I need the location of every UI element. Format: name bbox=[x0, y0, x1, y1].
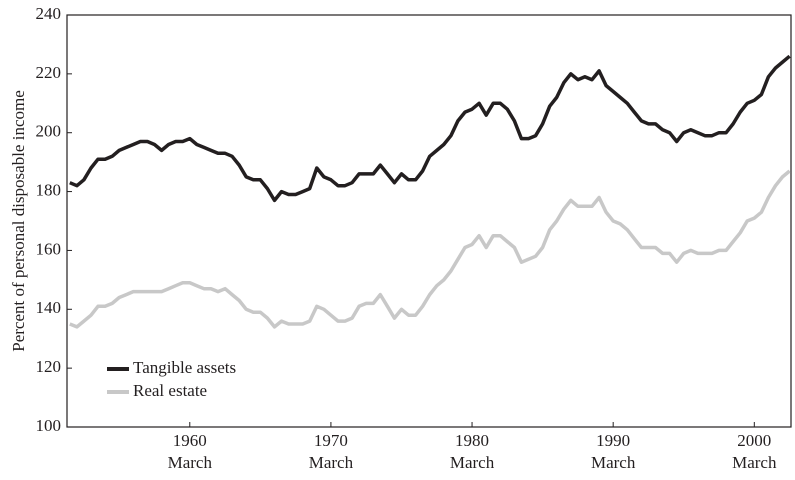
y-tick-label: 180 bbox=[36, 180, 62, 199]
y-tick-label: 160 bbox=[36, 239, 62, 258]
series-line bbox=[69, 169, 791, 329]
legend-label: Tangible assets bbox=[133, 358, 236, 377]
legend-label: Real estate bbox=[133, 381, 207, 400]
plot-frame bbox=[66, 14, 792, 428]
series-line bbox=[69, 54, 791, 203]
y-tick-label: 220 bbox=[36, 63, 62, 82]
y-tick-label: 100 bbox=[36, 416, 62, 435]
x-tick-sublabel: March bbox=[309, 453, 354, 472]
x-tick-sublabel: March bbox=[732, 453, 777, 472]
x-tick-sublabel: March bbox=[450, 453, 495, 472]
y-tick-label: 140 bbox=[36, 298, 62, 317]
x-tick-label: 2000 bbox=[737, 431, 771, 450]
x-tick-sublabel: March bbox=[168, 453, 213, 472]
x-tick-sublabel: March bbox=[591, 453, 636, 472]
x-tick-label: 1960 bbox=[173, 431, 207, 450]
x-tick-label: 1970 bbox=[314, 431, 348, 450]
x-tick-label: 1980 bbox=[455, 431, 489, 450]
y-tick-label: 200 bbox=[36, 122, 62, 141]
y-axis-label: Percent of personal disposable income bbox=[9, 90, 28, 352]
y-tick-label: 120 bbox=[36, 357, 62, 376]
y-tick-label: 240 bbox=[36, 4, 62, 23]
x-tick-label: 1990 bbox=[596, 431, 630, 450]
